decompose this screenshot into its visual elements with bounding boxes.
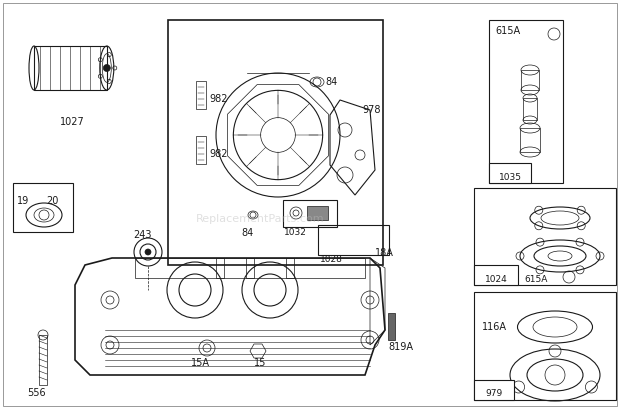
Text: 1035: 1035 — [498, 173, 521, 182]
Text: 18A: 18A — [375, 248, 394, 258]
Text: 243: 243 — [134, 230, 153, 240]
Text: 615A: 615A — [524, 274, 547, 283]
Circle shape — [145, 249, 151, 255]
Bar — [474, 380, 514, 400]
Bar — [39, 335, 47, 385]
Text: ReplacementParts.com: ReplacementParts.com — [196, 214, 325, 224]
Circle shape — [104, 65, 110, 72]
Bar — [521, 70, 539, 90]
Text: 982: 982 — [209, 149, 228, 159]
Bar — [474, 265, 518, 285]
Text: 1032: 1032 — [284, 228, 307, 237]
Text: 116A: 116A — [482, 322, 507, 332]
Text: 978: 978 — [362, 105, 381, 115]
Bar — [388, 313, 395, 340]
Bar — [216, 258, 224, 278]
Bar — [474, 292, 616, 400]
Bar — [135, 258, 365, 278]
Bar — [318, 225, 389, 255]
Text: 84: 84 — [325, 77, 337, 87]
Text: 819A: 819A — [388, 342, 413, 352]
Text: 1024: 1024 — [485, 274, 507, 283]
Bar — [489, 20, 563, 183]
Text: 1028: 1028 — [320, 255, 343, 264]
Bar — [307, 206, 328, 220]
Bar — [34, 46, 107, 90]
Bar — [168, 20, 383, 265]
Text: 615A: 615A — [495, 26, 520, 36]
Bar — [283, 200, 337, 227]
Text: 19: 19 — [17, 196, 29, 206]
Bar — [489, 163, 531, 183]
Text: 20: 20 — [46, 196, 58, 206]
Text: 84: 84 — [242, 228, 254, 238]
Text: 982: 982 — [209, 94, 228, 104]
Text: 1027: 1027 — [60, 117, 84, 127]
Bar — [520, 128, 540, 152]
Bar — [523, 98, 537, 120]
Text: 979: 979 — [485, 389, 503, 398]
Bar — [13, 183, 73, 232]
Text: 15: 15 — [254, 358, 266, 368]
Text: 556: 556 — [28, 388, 46, 398]
Bar — [474, 188, 616, 285]
Bar — [246, 258, 254, 278]
Text: 15A: 15A — [190, 358, 210, 368]
Bar — [286, 258, 294, 278]
